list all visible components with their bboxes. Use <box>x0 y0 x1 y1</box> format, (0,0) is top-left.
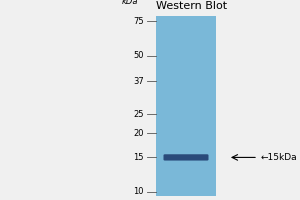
FancyBboxPatch shape <box>164 154 208 161</box>
Text: 50: 50 <box>134 51 144 60</box>
Text: 10: 10 <box>134 187 144 196</box>
Text: ←15kDa: ←15kDa <box>261 153 298 162</box>
Text: 15: 15 <box>134 153 144 162</box>
Bar <box>156 16 216 196</box>
Text: 37: 37 <box>133 77 144 86</box>
Text: 20: 20 <box>134 129 144 138</box>
Text: Western Blot: Western Blot <box>156 1 228 11</box>
Text: 25: 25 <box>134 110 144 119</box>
Text: kDa: kDa <box>122 0 138 6</box>
Text: 75: 75 <box>134 17 144 26</box>
